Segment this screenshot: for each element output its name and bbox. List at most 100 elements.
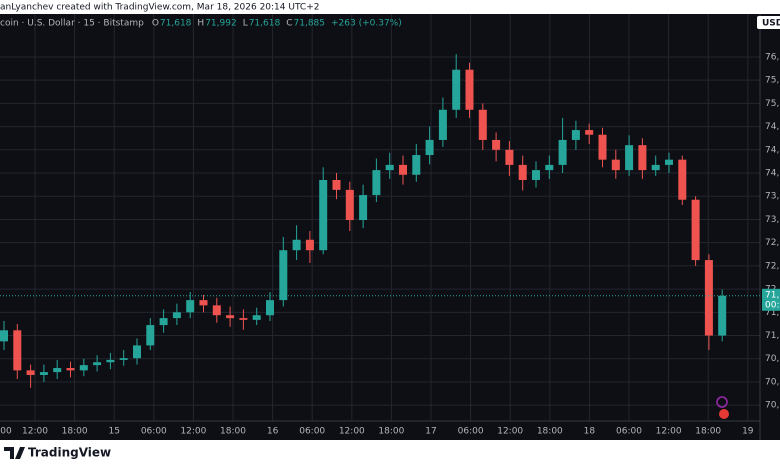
candle-body (172, 312, 181, 319)
candle-body (13, 330, 22, 371)
candle-body (252, 315, 261, 320)
x-tick-label: 12:00 (497, 427, 523, 437)
candle-body (625, 145, 634, 171)
candle-body (505, 149, 514, 165)
x-tick-label: 19 (742, 427, 754, 437)
candle-body (146, 325, 155, 346)
candle-body (372, 170, 381, 196)
event-icon (719, 409, 729, 419)
y-tick-label: 70, (765, 401, 779, 411)
candle-body (704, 260, 713, 336)
candle-body (0, 330, 8, 342)
x-tick-label: 18:00 (695, 427, 721, 437)
candle-body (545, 164, 554, 171)
candle-body (425, 139, 434, 156)
candle-body (279, 250, 288, 301)
legend: coin · U.S. Dollar · 15 · Bitstamp O 71,6… (0, 19, 402, 29)
x-tick-label: 18:00 (220, 427, 246, 437)
candle-body (133, 345, 141, 359)
candle-body (571, 130, 580, 140)
candle-body (558, 139, 567, 165)
y-tick-label: 71, (765, 308, 779, 318)
candle-body (492, 139, 501, 150)
candle-body (691, 199, 700, 261)
y-tick-label: 71, (765, 331, 779, 341)
y-tick-label: 73, (765, 192, 779, 202)
candle-body (212, 305, 221, 316)
header-band (0, 0, 780, 14)
candle-body (438, 109, 447, 140)
y-tick-label: 76, (765, 52, 779, 62)
legend-key: O (152, 19, 159, 29)
candle-body (651, 164, 660, 171)
candle-body (385, 164, 394, 171)
legend-value: 71,885 (294, 19, 326, 29)
grid (0, 14, 760, 421)
x-tick-label: 18:00 (537, 427, 563, 437)
legend-key: L (243, 19, 248, 29)
logo: TradingView (4, 446, 111, 460)
last-price-box (762, 288, 780, 311)
candle-body (292, 239, 301, 251)
candle-body (532, 170, 540, 180)
x-tick-label: 12:00 (180, 427, 206, 437)
x-tick-label: 12:00 (656, 427, 682, 437)
brand: TradingView (28, 446, 111, 460)
x-tick-label: 12:00 (339, 427, 365, 437)
y-tick-label: 74, (765, 169, 779, 179)
candle-body (452, 69, 461, 110)
candle-body (345, 189, 354, 221)
candle-body (611, 159, 620, 171)
candle-body (39, 372, 48, 375)
x-tick-label: 18:00 (378, 427, 404, 437)
footer-band (0, 440, 780, 470)
event-icons (716, 396, 729, 419)
candle-body (66, 368, 75, 371)
candle-body (359, 195, 368, 221)
currency: USD (762, 19, 780, 29)
candle-body (665, 159, 673, 165)
symbol-line: coin · U.S. Dollar · 15 · Bitstamp (0, 19, 144, 29)
candle-body (93, 362, 102, 366)
x-tick-label: 18:00 (62, 427, 88, 437)
y-tick-label: 75, (765, 99, 779, 109)
candle-body (518, 164, 527, 180)
y-tick-label: 72, (765, 238, 779, 248)
candle-body (119, 358, 128, 360)
candle-body (226, 315, 235, 319)
legend-value: 71,618 (160, 19, 192, 29)
candle-body (186, 300, 195, 313)
last-price-label: 71,8 (765, 290, 780, 300)
event-icon (716, 396, 728, 408)
x-tick-label: 06:00 (299, 427, 325, 437)
y-tick-label: 72, (765, 261, 779, 271)
candle-body (399, 164, 407, 175)
candle-body (678, 159, 687, 200)
x-tick-label: 06:00 (616, 427, 642, 437)
x-tick-label: 16 (267, 427, 279, 437)
candle-body (79, 365, 88, 371)
logo-mark (4, 447, 25, 459)
candle-body (585, 130, 594, 135)
y-tick-label: 75, (765, 76, 779, 86)
legend-change: +263 (+0.37%) (331, 19, 402, 29)
candle-body (478, 109, 487, 140)
y-tick-label: 73, (765, 215, 779, 225)
currency-box (757, 16, 780, 29)
candle-body (465, 69, 474, 110)
candle-body (266, 300, 274, 316)
x-tick-label: 15 (108, 427, 119, 437)
countdown: 00:5 (765, 300, 780, 310)
y-tick-label: 70, (765, 377, 779, 387)
y-tick-label: 70, (765, 354, 779, 364)
candle-body (199, 300, 208, 306)
x-tick-label: 06:00 (141, 427, 167, 437)
candle-body (239, 318, 248, 320)
x-tick-label: 18 (584, 427, 596, 437)
legend-value: 71,618 (249, 19, 281, 29)
y-tick-label: 74, (765, 122, 779, 132)
candle-body (412, 155, 421, 175)
candle-body (718, 295, 727, 336)
